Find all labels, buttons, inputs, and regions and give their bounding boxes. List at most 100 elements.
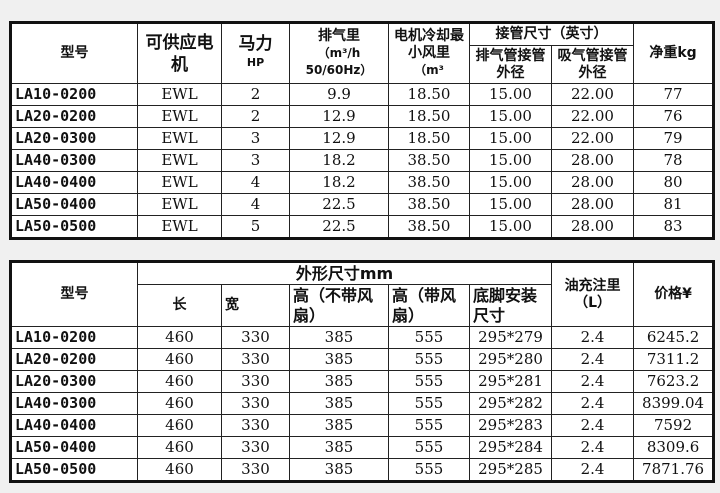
value-cell: 2.4: [551, 414, 635, 437]
value-cell: 330: [221, 458, 290, 482]
value-cell: EWL: [137, 171, 222, 194]
value-cell: 8309.6: [633, 436, 715, 459]
value-cell: 28.00: [551, 149, 634, 172]
value-cell: EWL: [137, 193, 222, 216]
value-cell: 385: [289, 436, 389, 459]
value-cell: 2: [221, 83, 290, 106]
value-cell: EWL: [137, 105, 222, 128]
model-cell: LA40-0400: [10, 414, 138, 437]
header-hp: 马力 HP: [221, 22, 290, 84]
value-cell: 15.00: [469, 193, 552, 216]
value-cell: 22.00: [551, 105, 634, 128]
value-cell: 18.50: [388, 127, 470, 150]
model-cell: LA40-0300: [10, 392, 138, 415]
value-cell: 15.00: [469, 149, 552, 172]
table-row: LA50-0500 460 330 385 555 295*285 2.4 7871.76: [10, 458, 715, 482]
specs-table: 型号 可供应电机 马力 HP 排气里 （m³/h 50/60Hz） 电机冷却最小风里…: [9, 21, 715, 240]
value-cell: 38.50: [388, 215, 470, 239]
value-cell: 295*280: [468, 348, 553, 371]
value-cell: EWL: [137, 149, 222, 172]
header-model: 型号: [10, 22, 138, 84]
model-cell: LA20-0300: [10, 127, 138, 150]
header-weight: 净重kg: [633, 22, 714, 84]
value-cell: 460: [137, 436, 222, 459]
value-cell: 330: [221, 348, 290, 371]
value-cell: 330: [221, 436, 290, 459]
header-model: 型号: [10, 261, 138, 327]
dimensions-table: 型号 外形尺寸mm 油充注里（L） 价格¥ 长 宽 高（不带风扇） 高（带风扇）…: [9, 260, 716, 483]
value-cell: 15.00: [469, 171, 552, 194]
model-cell: LA50-0500: [10, 458, 138, 482]
value-cell: 330: [221, 370, 290, 393]
value-cell: 5: [221, 215, 290, 239]
table-row: LA10-0200 EWL 2 9.9 18.50 15.00 22.00 77: [10, 83, 714, 106]
header-length: 长: [137, 284, 222, 327]
value-cell: 555: [388, 414, 470, 437]
value-cell: 79: [633, 127, 714, 150]
value-cell: 76: [633, 105, 714, 128]
model-cell: LA40-0300: [10, 149, 138, 172]
value-cell: 12.9: [289, 127, 389, 150]
value-cell: 460: [137, 458, 222, 482]
value-cell: EWL: [137, 215, 222, 239]
value-cell: 77: [633, 83, 714, 106]
value-cell: 2.4: [551, 326, 635, 349]
value-cell: 28.00: [551, 215, 634, 239]
value-cell: 15.00: [469, 127, 552, 150]
value-cell: 18.2: [289, 149, 389, 172]
table-row: LA50-0400 EWL 4 22.5 38.50 15.00 28.00 81: [10, 193, 714, 216]
header-displacement: 排气里 （m³/h 50/60Hz）: [289, 22, 389, 84]
header-motor: 可供应电机: [137, 22, 222, 84]
value-cell: 460: [137, 326, 222, 349]
model-cell: LA10-0200: [10, 83, 138, 106]
value-cell: 460: [137, 414, 222, 437]
value-cell: 385: [289, 458, 389, 482]
value-cell: 7592: [633, 414, 715, 437]
value-cell: EWL: [137, 127, 222, 150]
value-cell: 555: [388, 392, 470, 415]
hp-unit: HP: [246, 56, 265, 69]
value-cell: 555: [388, 326, 470, 349]
value-cell: 385: [289, 392, 389, 415]
header-dims: 外形尺寸mm: [136, 261, 553, 285]
table-row: LA50-0400 460 330 385 555 295*284 2.4 8309.6: [10, 436, 715, 459]
header-pipe: 接管尺寸（英寸）: [469, 22, 634, 46]
header-width: 宽: [221, 284, 290, 327]
value-cell: 18.50: [388, 105, 470, 128]
header-cooling: 电机冷却最小风里 （m³: [388, 22, 470, 84]
value-cell: 28.00: [551, 193, 634, 216]
value-cell: 83: [633, 215, 714, 239]
value-cell: 460: [137, 392, 222, 415]
value-cell: 18.2: [289, 171, 389, 194]
value-cell: 2.4: [551, 370, 635, 393]
value-cell: 22.5: [289, 215, 389, 239]
value-cell: 295*279: [468, 326, 553, 349]
value-cell: 81: [633, 193, 714, 216]
table-row: LA20-0300 460 330 385 555 295*281 2.4 7623.2: [10, 370, 715, 393]
value-cell: 4: [221, 193, 290, 216]
value-cell: 22.00: [551, 127, 634, 150]
table-row: LA50-0500 EWL 5 22.5 38.50 15.00 28.00 83: [10, 215, 714, 239]
value-cell: 295*284: [468, 436, 553, 459]
value-cell: 38.50: [388, 193, 470, 216]
value-cell: 555: [388, 348, 470, 371]
header-suction: 吸气管接管外径: [551, 45, 634, 84]
value-cell: 4: [221, 171, 290, 194]
value-cell: 3: [221, 127, 290, 150]
cooling-label: 电机冷却最小风里: [394, 28, 464, 61]
value-cell: 80: [633, 171, 714, 194]
model-cell: LA20-0300: [10, 370, 138, 393]
model-cell: LA50-0500: [10, 215, 138, 239]
value-cell: 7623.2: [633, 370, 715, 393]
hp-label: 马力: [238, 34, 273, 54]
header-oil: 油充注里（L）: [551, 261, 635, 327]
model-cell: LA20-0200: [10, 105, 138, 128]
displacement-label: 排气里: [318, 28, 360, 44]
value-cell: 385: [289, 348, 389, 371]
header-price: 价格¥: [633, 261, 715, 327]
value-cell: 555: [388, 458, 470, 482]
value-cell: 555: [388, 370, 470, 393]
model-cell: LA50-0400: [10, 436, 138, 459]
table-row: LA40-0400 460 330 385 555 295*283 2.4 7592: [10, 414, 715, 437]
value-cell: 385: [289, 414, 389, 437]
